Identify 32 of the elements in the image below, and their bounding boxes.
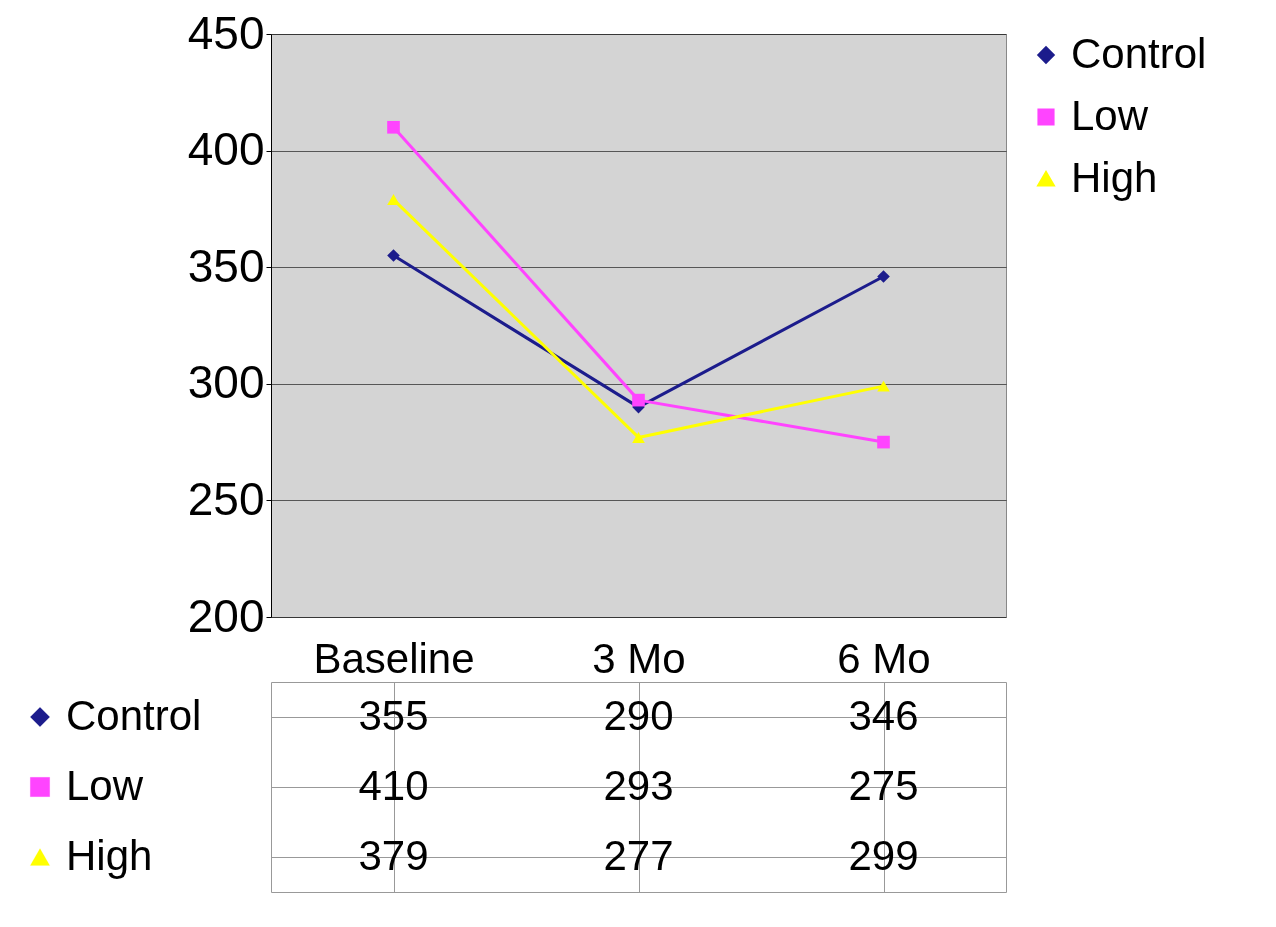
data-label: 275	[848, 762, 919, 809]
legend-label: High	[1071, 154, 1158, 201]
data-label: 379	[358, 832, 429, 879]
data-label: 277	[603, 832, 674, 879]
x-tick-label: Baseline	[313, 634, 475, 682]
y-tick-label: 350	[187, 239, 265, 292]
data-label: 299	[848, 832, 919, 879]
text: Control	[66, 692, 202, 739]
data-label: 410	[358, 762, 429, 809]
point	[877, 435, 890, 449]
y-tick-label: 450	[187, 6, 265, 59]
point	[632, 393, 645, 407]
legend-label: Low	[1071, 92, 1149, 139]
y-tick-label: 400	[187, 123, 265, 176]
data-label: 290	[603, 692, 674, 739]
point	[387, 249, 400, 262]
point	[387, 194, 400, 206]
y-tick-label: 250	[187, 472, 265, 525]
point	[877, 270, 890, 283]
data-label: 355	[358, 692, 429, 739]
x-tick-label: 3 Mo	[592, 634, 686, 682]
legend-label: Control	[1071, 30, 1207, 77]
x-tick-label: 6 Mo	[837, 634, 931, 682]
data-label: 293	[603, 762, 674, 809]
y-tick-label: 300	[187, 356, 265, 409]
point	[632, 431, 645, 443]
text: High	[66, 832, 153, 879]
data-label: 346	[848, 692, 919, 739]
y-tick-label: 200	[187, 589, 265, 642]
point	[877, 380, 890, 392]
point	[387, 120, 400, 134]
text: Low	[66, 762, 144, 809]
